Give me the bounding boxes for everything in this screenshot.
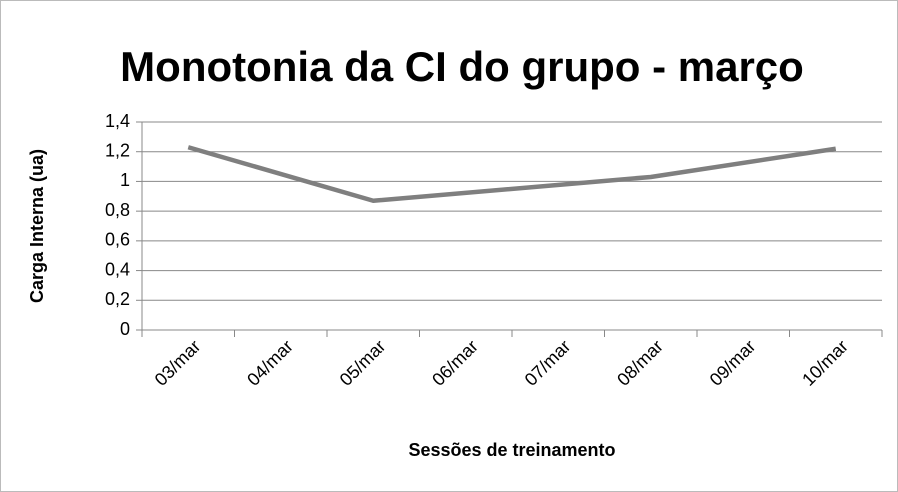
y-tick-label: 0 bbox=[120, 319, 130, 339]
y-tick-label: 1,2 bbox=[105, 140, 130, 160]
y-tick-label: 1,4 bbox=[105, 111, 130, 131]
chart-title: Monotonia da CI do grupo - março bbox=[120, 43, 804, 90]
y-tick-label: 0,2 bbox=[105, 289, 130, 309]
data-line bbox=[187, 145, 837, 203]
y-tick-label: 1 bbox=[120, 170, 130, 190]
y-tick-label: 0,8 bbox=[105, 200, 130, 220]
y-axis-label: Carga Interna (ua) bbox=[27, 149, 47, 303]
y-tick-label: 0,4 bbox=[105, 259, 130, 279]
y-tick-label: 0,6 bbox=[105, 230, 130, 250]
x-axis-label: Sessões de treinamento bbox=[408, 440, 615, 460]
